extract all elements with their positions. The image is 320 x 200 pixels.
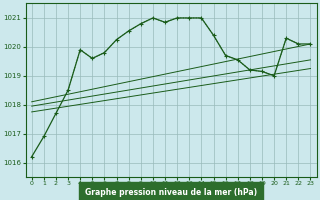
X-axis label: Graphe pression niveau de la mer (hPa): Graphe pression niveau de la mer (hPa) xyxy=(85,188,257,197)
